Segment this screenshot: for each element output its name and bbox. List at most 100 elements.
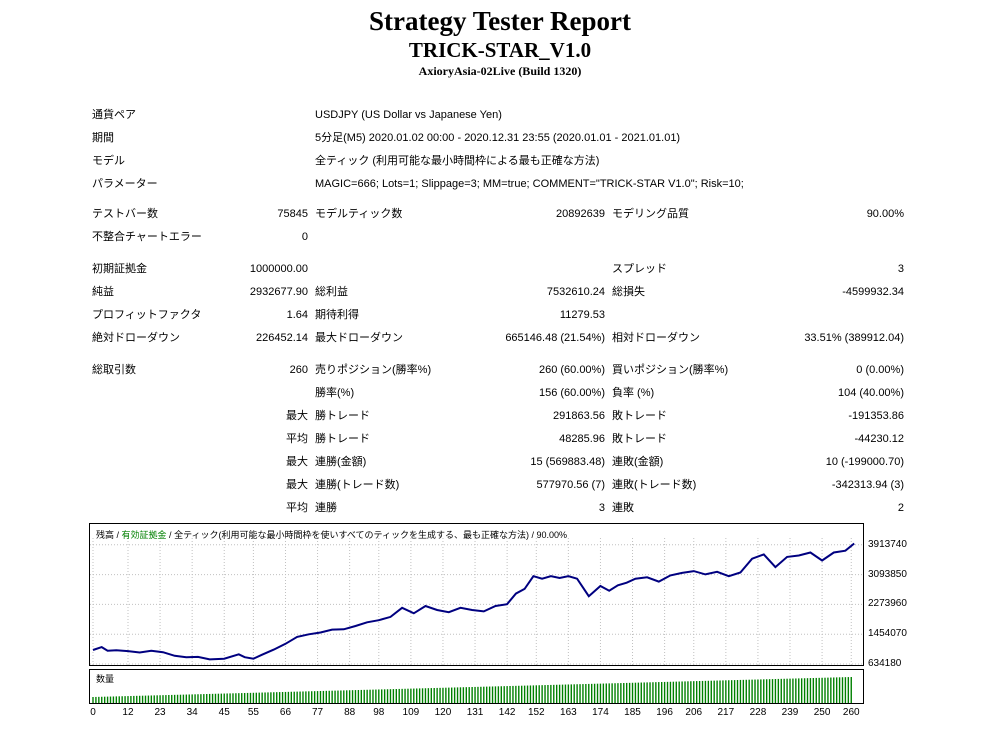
y-tick-label: 634180	[868, 658, 902, 669]
x-tick-label: 45	[218, 707, 230, 718]
volume-chart-svg	[92, 677, 852, 703]
max-consec-loss-label: 連敗(金額)	[612, 456, 664, 468]
x-tick-label: 217	[717, 707, 735, 718]
quality-value: 90.00%	[866, 208, 904, 220]
model-label: モデル	[92, 155, 125, 167]
deposit-label: 初期証拠金	[92, 263, 147, 275]
deposit-value: 1000000.00	[249, 263, 308, 275]
x-tick-label: 98	[373, 707, 385, 718]
x-tick-label: 239	[781, 707, 799, 718]
long-positions-label: 買いポジション(勝率%)	[612, 364, 729, 376]
legend-quality: / 90.00%	[529, 530, 568, 540]
x-tick-label: 120	[434, 707, 452, 718]
mismatch-value: 0	[301, 231, 308, 243]
short-positions-label: 売りポジション(勝率%)	[315, 364, 432, 376]
x-tick-label: 250	[813, 707, 831, 718]
x-tick-label: 77	[311, 707, 324, 718]
x-tick-label: 152	[527, 707, 545, 718]
max-drawdown-label: 最大ドローダウン	[315, 332, 403, 344]
x-tick-label: 34	[186, 707, 198, 718]
avg-consec-win-value: 3	[598, 502, 605, 514]
volume-chart: 数量	[89, 669, 864, 704]
y-tick-label: 1454070	[868, 628, 907, 640]
max-drawdown-value: 665146.48 (21.54%)	[505, 332, 605, 344]
x-tick-label: 185	[624, 707, 641, 718]
x-tick-label: 260	[842, 707, 860, 718]
avg-label-2: 平均	[286, 502, 308, 514]
y-tick-label: 3913740	[868, 538, 907, 550]
balance-chart: 残高 / 有効証拠金 / 全ティック(利用可能な最小時間枠を使いすべてのティック…	[89, 523, 864, 666]
x-tick-label: 109	[402, 707, 420, 718]
x-tick-label: 228	[749, 707, 767, 718]
total-trades-label: 総取引数	[92, 364, 136, 376]
gross-profit-label: 総利益	[315, 286, 348, 298]
chart-legend: 残高 / 有効証拠金 / 全ティック(利用可能な最小時間枠を使いすべてのティック…	[96, 528, 567, 541]
rel-drawdown-value: 33.51% (389912.04)	[804, 332, 904, 344]
net-profit-value: 2932677.90	[249, 286, 308, 298]
max-consec-win-label: 連勝(金額)	[315, 456, 367, 468]
x-tick-label: 0	[90, 707, 96, 718]
abs-drawdown-value: 226452.14	[256, 332, 308, 344]
symbol-value: USDJPY (US Dollar vs Japanese Yen)	[315, 109, 502, 121]
server-build: AxioryAsia-02Live (Build 1320)	[418, 64, 582, 78]
long-positions-value: 0 (0.00%)	[856, 364, 904, 376]
total-trades-value: 260	[289, 364, 308, 376]
avg-label-1: 平均	[286, 433, 308, 445]
expected-payoff-value: 11279.53	[559, 309, 605, 321]
bars-label: テストバー数	[92, 208, 158, 220]
spread-label: スプレッド	[612, 263, 667, 275]
x-tick-label: 206	[685, 707, 703, 718]
period-label: 期間	[92, 132, 114, 144]
short-positions-value: 260 (60.00%)	[538, 364, 605, 376]
volume-label: 数量	[96, 674, 115, 684]
max-label-3: 最大	[286, 479, 308, 491]
spread-value: 3	[897, 263, 904, 275]
symbol-label: 通貨ペア	[92, 109, 136, 121]
balance-chart-svg	[90, 538, 863, 665]
mismatch-label: 不整合チャートエラー	[92, 231, 202, 243]
max-label-2: 最大	[286, 456, 308, 468]
model-value: 全ティック (利用可能な最小時間枠による最も正確な方法)	[315, 155, 600, 167]
x-tick-label: 131	[466, 707, 484, 718]
avg-loss-value: -44230.12	[854, 433, 904, 445]
x-tick-label: 163	[560, 707, 577, 718]
max-consec-loss-value: 10 (-199000.70)	[825, 456, 904, 468]
ticks-value: 20892639	[556, 208, 605, 220]
profit-factor-label: プロフィットファクタ	[92, 309, 202, 321]
gross-profit-value: 7532610.24	[546, 286, 605, 298]
x-tick-label: 12	[122, 707, 134, 718]
x-tick-label: 23	[154, 707, 166, 718]
x-tick-label: 55	[247, 707, 259, 718]
x-tick-label: 174	[592, 707, 609, 718]
avg-consec-win-label: 連勝	[315, 502, 337, 514]
largest-loss-value: -191353.86	[848, 410, 904, 422]
win-rate-value: 156 (60.00%)	[538, 387, 605, 399]
legend-margin: 有効証拠金	[121, 530, 167, 540]
x-tick-label: 66	[279, 707, 292, 718]
bars-value: 75845	[277, 208, 308, 220]
expected-payoff-label: 期待利得	[315, 309, 359, 321]
avg-consec-loss-value: 2	[897, 502, 904, 514]
avg-win-label: 勝トレード	[315, 433, 370, 445]
max-label-1: 最大	[286, 410, 308, 422]
legend-sep-2: /	[166, 530, 175, 540]
params-value: MAGIC=666; Lots=1; Slippage=3; MM=true; …	[315, 178, 744, 190]
max-profit-consec-value: 577970.56 (7)	[536, 479, 606, 491]
y-tick-label: 3093850	[868, 568, 907, 580]
balance-line	[92, 542, 855, 661]
x-tick-label: 142	[498, 707, 516, 718]
loss-rate-value: 104 (40.00%)	[837, 387, 904, 399]
rel-drawdown-label: 相対ドローダウン	[612, 332, 700, 344]
win-rate-label: 勝率(%)	[315, 387, 355, 399]
loss-rate-label: 負率 (%)	[612, 387, 655, 399]
legend-balance: 残高	[96, 530, 115, 540]
largest-win-value: 291863.56	[553, 410, 605, 422]
avg-loss-label: 敗トレード	[612, 433, 667, 445]
legend-sep-1: /	[114, 530, 122, 540]
avg-win-value: 48285.96	[559, 433, 605, 445]
abs-drawdown-label: 絶対ドローダウン	[92, 332, 180, 344]
x-tick-label: 88	[344, 707, 356, 718]
quality-label: モデリング品質	[612, 208, 689, 220]
max-profit-consec-label: 連勝(トレード数)	[315, 479, 400, 491]
period-value: 5分足(M5) 2020.01.02 00:00 - 2020.12.31 23…	[315, 132, 681, 144]
